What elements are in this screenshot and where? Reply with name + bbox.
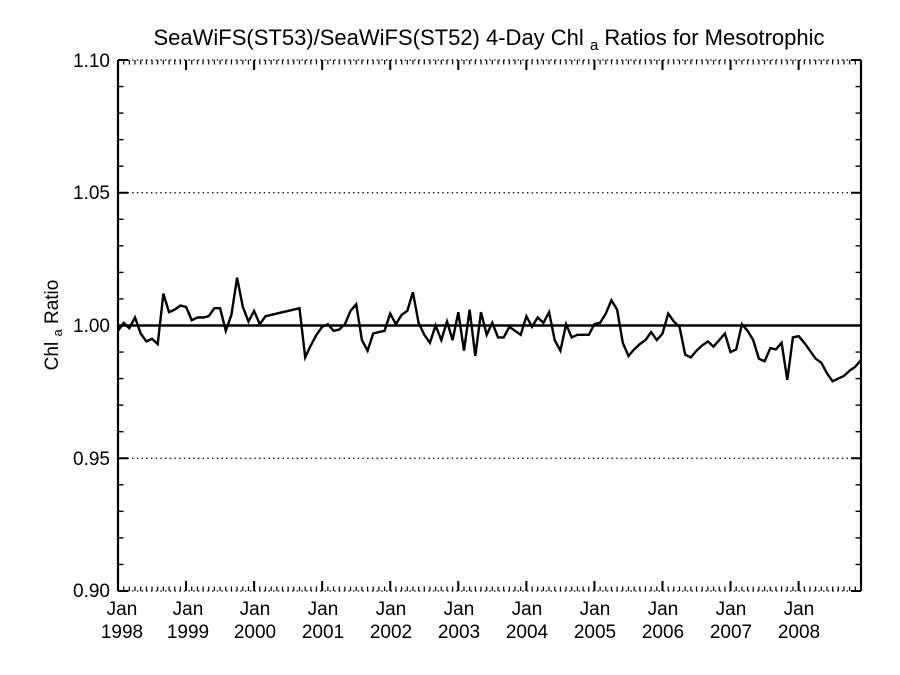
x-tick-year-2003: 2003 xyxy=(438,622,480,643)
y-tick-label-0.95: 0.95 xyxy=(73,449,110,470)
data-line-chl-ratio xyxy=(117,277,862,383)
y-tick-label-0.90: 0.90 xyxy=(73,581,110,602)
y-axis-title: Chl a Ratio xyxy=(42,280,67,371)
y-axis-title-suffix: Ratio xyxy=(42,280,63,324)
x-tick-year-1998: 1998 xyxy=(101,622,143,643)
y-tick-labels: 1.10 1.05 1.00 0.95 0.90 xyxy=(73,51,110,602)
y-axis-title-prefix: Chl xyxy=(42,342,63,371)
x-tick-month-2007: Jan xyxy=(716,599,747,620)
x-tick-month-2001: Jan xyxy=(308,599,339,620)
x-tick-month-2006: Jan xyxy=(648,599,679,620)
x-tick-year-2008: 2008 xyxy=(778,622,820,643)
x-tick-month-2008: Jan xyxy=(784,599,815,620)
chart-title-suffix: Ratios for Mesotrophic xyxy=(604,25,824,50)
x-tick-month-2002: Jan xyxy=(376,599,407,620)
chart-title-subscript: a xyxy=(590,37,599,54)
x-tick-year-2006: 2006 xyxy=(642,622,684,643)
y-tick-label-1.05: 1.05 xyxy=(73,183,110,204)
y-axis-title-subscript: a xyxy=(50,329,65,337)
chart-title-prefix: SeaWiFS(ST53)/SeaWiFS(ST52) 4-Day Chl xyxy=(153,25,583,50)
x-tick-year-1999: 1999 xyxy=(167,622,209,643)
chart-title: SeaWiFS(ST53)/SeaWiFS(ST52) 4-Day Chl a … xyxy=(153,25,824,55)
x-tick-year-2000: 2000 xyxy=(234,622,276,643)
x-tick-labels: Jan 1998 Jan 1999 Jan 2000 Jan 2001 Jan … xyxy=(101,599,820,643)
plot-area xyxy=(116,59,863,592)
x-tick-year-2004: 2004 xyxy=(506,622,549,643)
x-tick-year-2001: 2001 xyxy=(302,622,344,643)
x-tick-year-2005: 2005 xyxy=(574,622,616,643)
x-tick-month-2004: Jan xyxy=(512,599,543,620)
x-tick-month-1999: Jan xyxy=(173,599,204,620)
x-tick-month-2000: Jan xyxy=(240,599,271,620)
y-tick-label-1.10: 1.10 xyxy=(73,51,110,72)
x-tick-year-2007: 2007 xyxy=(710,622,752,643)
x-tick-month-1998: Jan xyxy=(107,599,138,620)
x-tick-month-2005: Jan xyxy=(580,599,611,620)
x-tick-year-2002: 2002 xyxy=(370,622,412,643)
x-tick-month-2003: Jan xyxy=(444,599,475,620)
y-tick-label-1.00: 1.00 xyxy=(73,316,110,337)
